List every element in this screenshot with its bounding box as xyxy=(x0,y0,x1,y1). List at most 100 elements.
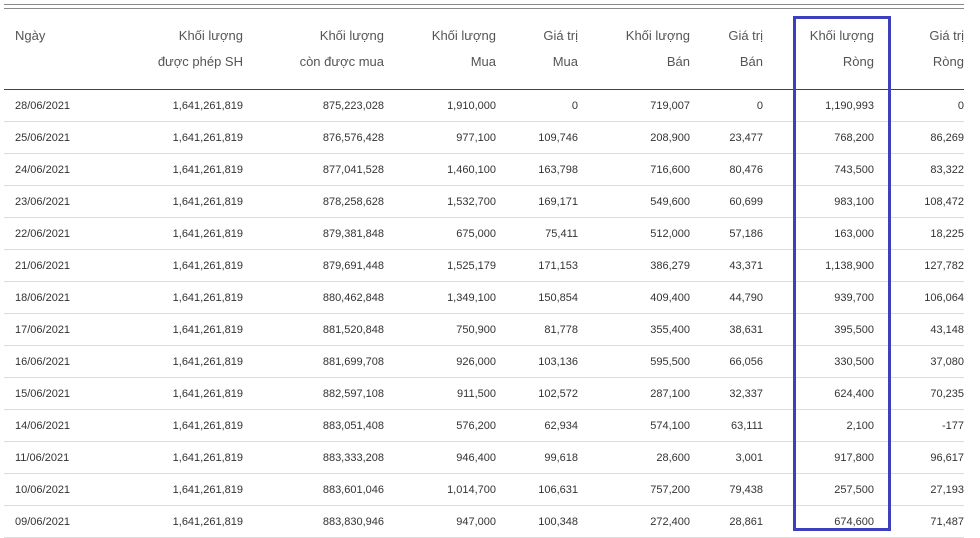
cell-sell-vol: 595,500 xyxy=(578,345,690,378)
column-header-label: Khối lượng xyxy=(809,28,874,43)
column-header-label: Khối lượng xyxy=(625,28,690,43)
cell-net-vol: 395,500 xyxy=(763,313,874,346)
cell-sell-vol: 512,000 xyxy=(578,217,690,250)
cell-buy-val: 169,171 xyxy=(496,185,578,218)
cell-remaining: 879,381,848 xyxy=(243,217,384,250)
cell-date: 24/06/2021 xyxy=(4,153,104,186)
cell-remaining: 882,597,108 xyxy=(243,377,384,410)
top-rule xyxy=(4,4,964,5)
column-header-buy-vol[interactable]: Khối lượng Mua xyxy=(384,13,496,90)
cell-buy-vol: 1,349,100 xyxy=(384,281,496,314)
cell-sell-val: 28,861 xyxy=(690,505,763,538)
cell-date: 18/06/2021 xyxy=(4,281,104,314)
table-body: 28/06/2021 1,641,261,819 875,223,028 1,910,… xyxy=(4,89,964,538)
cell-sell-val: 63,111 xyxy=(690,409,763,442)
cell-date: 10/06/2021 xyxy=(4,473,104,506)
cell-buy-vol: 926,000 xyxy=(384,345,496,378)
column-header-net-vol[interactable]: Khối lượng Ròng xyxy=(763,13,874,90)
cell-sell-vol: 757,200 xyxy=(578,473,690,506)
cell-buy-val: 81,778 xyxy=(496,313,578,346)
cell-date: 28/06/2021 xyxy=(4,89,104,122)
cell-remaining: 879,691,448 xyxy=(243,249,384,282)
column-header-label: Mua xyxy=(470,54,496,69)
cell-allowed: 1,641,261,819 xyxy=(104,89,243,122)
cell-net-val: 18,225 xyxy=(874,217,964,250)
table-row: 18/06/2021 1,641,261,819 880,462,848 1,349,… xyxy=(4,281,964,314)
cell-net-vol: 983,100 xyxy=(763,185,874,218)
cell-date: 22/06/2021 xyxy=(4,217,104,250)
cell-buy-vol: 1,532,700 xyxy=(384,185,496,218)
table-row: 21/06/2021 1,641,261,819 879,691,448 1,525,… xyxy=(4,249,964,282)
cell-net-vol: 624,400 xyxy=(763,377,874,410)
column-header-date[interactable]: Ngày xyxy=(4,13,104,90)
cell-buy-val: 0 xyxy=(496,89,578,122)
cell-net-val: 83,322 xyxy=(874,153,964,186)
cell-allowed: 1,641,261,819 xyxy=(104,505,243,538)
cell-date: 25/06/2021 xyxy=(4,121,104,154)
cell-net-val: 106,064 xyxy=(874,281,964,314)
cell-date: 15/06/2021 xyxy=(4,377,104,410)
cell-buy-vol: 576,200 xyxy=(384,409,496,442)
cell-net-val: 127,782 xyxy=(874,249,964,282)
cell-allowed: 1,641,261,819 xyxy=(104,185,243,218)
cell-net-vol: 917,800 xyxy=(763,441,874,474)
cell-sell-val: 80,476 xyxy=(690,153,763,186)
cell-buy-val: 109,746 xyxy=(496,121,578,154)
cell-net-val: 96,617 xyxy=(874,441,964,474)
column-header-label: được phép SH xyxy=(157,54,243,69)
column-header-allowed[interactable]: Khối lượng được phép SH xyxy=(104,13,243,90)
cell-sell-val: 66,056 xyxy=(690,345,763,378)
cell-remaining: 881,520,848 xyxy=(243,313,384,346)
cell-net-val: 43,148 xyxy=(874,313,964,346)
cell-allowed: 1,641,261,819 xyxy=(104,281,243,314)
cell-buy-vol: 675,000 xyxy=(384,217,496,250)
column-header-sell-vol[interactable]: Khối lượng Bán xyxy=(578,13,690,90)
cell-buy-val: 106,631 xyxy=(496,473,578,506)
cell-sell-vol: 208,900 xyxy=(578,121,690,154)
cell-buy-val: 103,136 xyxy=(496,345,578,378)
cell-allowed: 1,641,261,819 xyxy=(104,377,243,410)
cell-allowed: 1,641,261,819 xyxy=(104,217,243,250)
cell-allowed: 1,641,261,819 xyxy=(104,313,243,346)
table-row: 15/06/2021 1,641,261,819 882,597,108 911,50… xyxy=(4,377,964,410)
cell-allowed: 1,641,261,819 xyxy=(104,441,243,474)
cell-sell-vol: 549,600 xyxy=(578,185,690,218)
cell-buy-vol: 1,525,179 xyxy=(384,249,496,282)
table-row: 24/06/2021 1,641,261,819 877,041,528 1,460,… xyxy=(4,153,964,186)
cell-buy-val: 99,618 xyxy=(496,441,578,474)
column-header-buy-val[interactable]: Giá trị Mua xyxy=(496,13,578,90)
cell-net-vol: 257,500 xyxy=(763,473,874,506)
cell-buy-vol: 977,100 xyxy=(384,121,496,154)
cell-buy-vol: 911,500 xyxy=(384,377,496,410)
column-header-label: Khối lượng xyxy=(319,28,384,43)
cell-date: 09/06/2021 xyxy=(4,505,104,538)
cell-buy-val: 102,572 xyxy=(496,377,578,410)
cell-remaining: 883,830,946 xyxy=(243,505,384,538)
column-header-label: Ròng xyxy=(842,54,874,69)
column-header-remaining[interactable]: Khối lượng còn được mua xyxy=(243,13,384,90)
cell-allowed: 1,641,261,819 xyxy=(104,153,243,186)
cell-buy-val: 62,934 xyxy=(496,409,578,442)
cell-net-vol: 2,100 xyxy=(763,409,874,442)
cell-buy-val: 150,854 xyxy=(496,281,578,314)
cell-allowed: 1,641,261,819 xyxy=(104,345,243,378)
cell-date: 14/06/2021 xyxy=(4,409,104,442)
cell-sell-vol: 287,100 xyxy=(578,377,690,410)
cell-net-vol: 674,600 xyxy=(763,505,874,538)
cell-net-val: 27,193 xyxy=(874,473,964,506)
column-header-label: Giá trị xyxy=(543,28,578,43)
table-row: 10/06/2021 1,641,261,819 883,601,046 1,014,… xyxy=(4,473,964,506)
cell-sell-vol: 355,400 xyxy=(578,313,690,346)
table-row: 16/06/2021 1,641,261,819 881,699,708 926,00… xyxy=(4,345,964,378)
cell-date: 11/06/2021 xyxy=(4,441,104,474)
cell-buy-vol: 750,900 xyxy=(384,313,496,346)
column-header-net-val[interactable]: Giá trị Ròng xyxy=(874,13,964,90)
column-header-label: Bán xyxy=(739,54,763,69)
top-rule-second xyxy=(4,8,964,9)
table-header-row: Ngày Khối lượng được phép SH Khối lượng còn … xyxy=(4,13,964,90)
cell-allowed: 1,641,261,819 xyxy=(104,121,243,154)
column-header-label: Giá trị xyxy=(728,28,763,43)
column-header-sell-val[interactable]: Giá trị Bán xyxy=(690,13,763,90)
column-header-label: Ròng xyxy=(932,54,964,69)
cell-net-vol: 1,138,900 xyxy=(763,249,874,282)
